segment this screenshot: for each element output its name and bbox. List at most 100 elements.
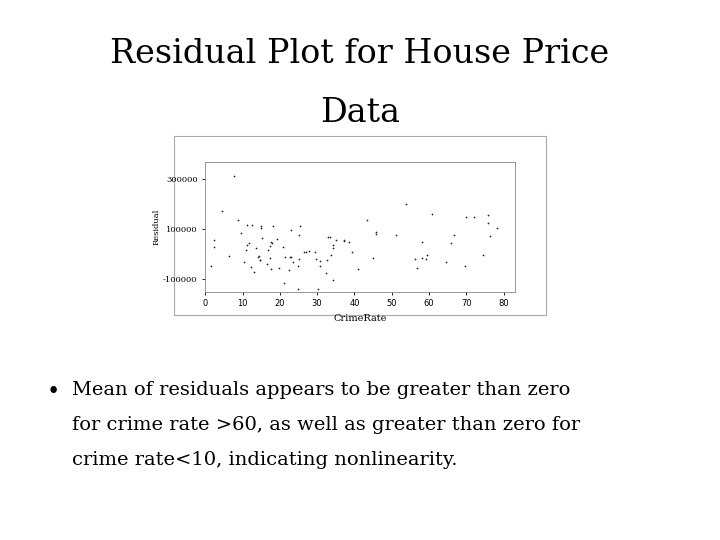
Point [485, 232, 496, 240]
Point [426, 210, 438, 218]
Point [256, 233, 268, 242]
Point [262, 246, 274, 254]
Point [223, 252, 235, 261]
Point [208, 236, 220, 245]
Point [412, 264, 423, 273]
Point [294, 222, 305, 231]
Point [338, 237, 350, 246]
Point [293, 255, 305, 264]
Point [253, 251, 265, 260]
Point [255, 221, 266, 230]
Text: crime rate<10, indicating nonlinearity.: crime rate<10, indicating nonlinearity. [72, 451, 457, 469]
Point [253, 253, 264, 261]
Point [245, 262, 256, 271]
Point [292, 262, 304, 271]
Point [300, 248, 312, 256]
Point [338, 235, 350, 244]
Point [278, 279, 289, 287]
Point [468, 212, 480, 221]
Point [293, 231, 305, 239]
Point [441, 258, 452, 266]
Point [324, 233, 336, 242]
Point [352, 265, 364, 273]
Point [343, 238, 354, 246]
Point [241, 221, 253, 230]
Point [482, 211, 494, 219]
Point [264, 253, 276, 262]
Point [271, 235, 282, 244]
Point [261, 260, 272, 268]
Point [416, 254, 428, 263]
Point [288, 258, 300, 267]
Point [256, 224, 267, 232]
Point [330, 236, 342, 245]
Point [460, 213, 472, 221]
Point [235, 228, 247, 237]
Point [299, 247, 310, 256]
Text: Residual Plot for House Price: Residual Plot for House Price [110, 38, 610, 70]
Point [286, 226, 297, 234]
Point [254, 255, 266, 264]
Point [254, 255, 266, 264]
Point [323, 233, 334, 241]
Point [292, 285, 304, 293]
Point [327, 275, 338, 284]
Point [265, 238, 276, 247]
Point [240, 246, 251, 254]
X-axis label: CrimeRate: CrimeRate [333, 314, 387, 323]
Point [361, 215, 373, 224]
Point [303, 247, 315, 255]
Point [367, 253, 379, 262]
Point [248, 267, 260, 276]
Point [279, 252, 291, 261]
Point [446, 239, 457, 247]
Point [266, 239, 277, 247]
Point [285, 252, 297, 261]
Point [228, 172, 239, 180]
Point [238, 258, 250, 266]
Point [327, 241, 338, 249]
Point [320, 269, 332, 278]
Point [273, 264, 284, 273]
Y-axis label: Residual: Residual [153, 208, 161, 245]
Point [449, 231, 460, 239]
Point [205, 261, 217, 270]
Point [310, 254, 322, 263]
Point [477, 251, 489, 260]
Point [421, 251, 433, 259]
Point [277, 242, 289, 251]
Point [243, 239, 254, 247]
Point [459, 262, 471, 271]
Point [327, 244, 338, 252]
Point [370, 230, 382, 239]
Point [322, 255, 333, 264]
Point [346, 247, 357, 256]
Point [208, 242, 220, 251]
Point [250, 244, 261, 253]
Point [284, 253, 296, 261]
Point [265, 265, 276, 274]
Point [315, 262, 326, 271]
Point [264, 241, 276, 250]
Point [325, 251, 337, 259]
Point [409, 255, 420, 264]
Point [370, 228, 382, 237]
Point [241, 241, 253, 249]
Point [482, 219, 493, 228]
Point [267, 221, 279, 230]
Point [391, 231, 402, 240]
Point [314, 256, 325, 265]
Text: •: • [47, 381, 60, 403]
Point [216, 207, 228, 215]
Text: for crime rate >60, as well as greater than zero for: for crime rate >60, as well as greater t… [72, 416, 580, 434]
Point [283, 266, 294, 275]
Point [416, 238, 428, 246]
Point [312, 285, 324, 293]
Point [420, 254, 431, 263]
Text: Mean of residuals appears to be greater than zero: Mean of residuals appears to be greater … [72, 381, 570, 399]
Point [492, 224, 503, 232]
Point [400, 200, 411, 208]
Point [309, 247, 320, 256]
Point [233, 215, 244, 224]
Point [246, 221, 257, 230]
